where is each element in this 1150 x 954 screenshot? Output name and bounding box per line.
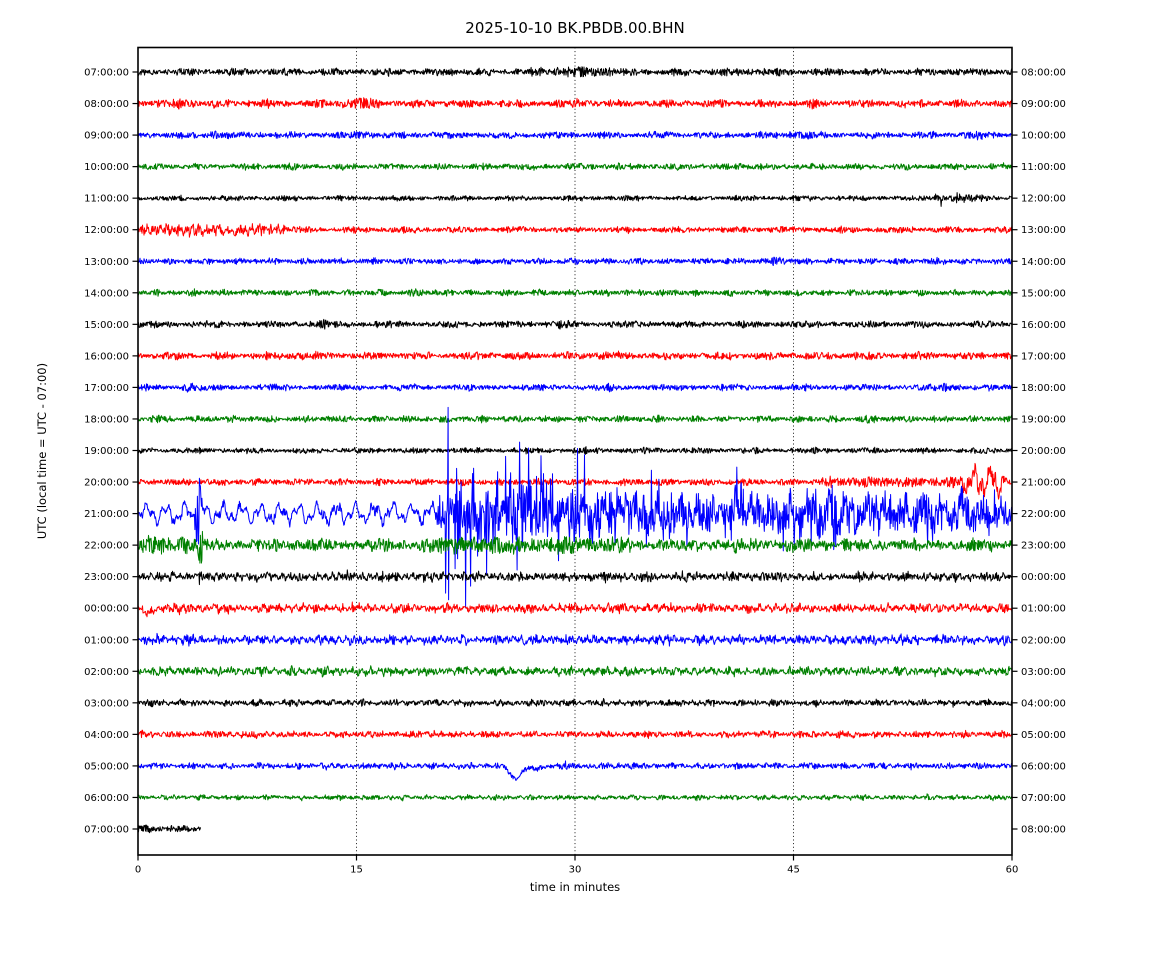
local-tick-label: 08:00:00 [1021,68,1066,79]
utc-tick-label: 21:00:00 [84,509,129,520]
utc-tick-label: 02:00:00 [84,667,129,678]
utc-tick-label: 17:00:00 [84,383,129,394]
local-tick-label: 11:00:00 [1021,162,1066,173]
local-tick-label: 15:00:00 [1021,288,1066,299]
utc-tick-label: 07:00:00 [84,825,129,836]
utc-tick-label: 09:00:00 [84,131,129,142]
local-tick-label: 03:00:00 [1021,667,1066,678]
local-tick-label: 22:00:00 [1021,509,1066,520]
utc-tick-label: 18:00:00 [84,414,129,425]
local-tick-label: 17:00:00 [1021,351,1066,362]
utc-tick-label: 08:00:00 [84,99,129,110]
trace-row-15:00:00 [138,318,1012,330]
local-tick-label: 19:00:00 [1021,414,1066,425]
trace-row-19:00:00 [138,446,1012,455]
local-tick-label: 04:00:00 [1021,698,1066,709]
plot-frame [137,46,1013,856]
x-tick-label: 60 [1006,865,1019,876]
utc-tick-label: 23:00:00 [84,572,129,583]
utc-tick-label: 05:00:00 [84,761,129,772]
trace-row-13:00:00 [138,256,1012,266]
utc-tick-label: 13:00:00 [84,257,129,268]
local-tick-label: 06:00:00 [1021,761,1066,772]
utc-tick-label: 12:00:00 [84,225,129,236]
utc-tick-label: 19:00:00 [84,446,129,457]
utc-tick-label: 14:00:00 [84,288,129,299]
local-tick-label: 12:00:00 [1021,194,1066,205]
trace-row-07:00:00 [138,824,202,834]
trace-row-17:00:00 [138,382,1012,393]
x-tick-label: 0 [135,865,141,876]
local-tick-label: 10:00:00 [1021,131,1066,142]
local-tick-label: 02:00:00 [1021,635,1066,646]
local-tick-label: 09:00:00 [1021,99,1066,110]
utc-tick-label: 00:00:00 [84,604,129,615]
local-tick-label: 14:00:00 [1021,257,1066,268]
trace-row-00:00:00 [138,601,1012,618]
utc-tick-label: 11:00:00 [84,194,129,205]
x-axis-label: time in minutes [530,880,620,894]
trace-row-11:00:00 [138,192,1012,207]
local-tick-label: 20:00:00 [1021,446,1066,457]
trace-row-02:00:00 [138,665,1012,678]
x-tick-label: 15 [350,865,363,876]
trace-layer [138,66,1012,834]
trace-row-06:00:00 [138,793,1012,802]
trace-row-01:00:00 [138,632,1012,647]
trace-row-07:00:00 [138,66,1012,78]
local-tick-label: 13:00:00 [1021,225,1066,236]
trace-row-22:00:00 [138,530,1012,564]
x-tick-label: 30 [569,865,582,876]
utc-tick-label: 22:00:00 [84,541,129,552]
trace-row-03:00:00 [138,698,1012,708]
trace-row-21:00:00 [138,406,1012,609]
trace-row-18:00:00 [138,414,1012,424]
y-axis-label: UTC (local time = UTC - 07:00) [35,363,49,539]
utc-tick-label: 16:00:00 [84,351,129,362]
trace-row-10:00:00 [138,162,1012,171]
trace-row-04:00:00 [138,729,1012,740]
utc-tick-label: 07:00:00 [84,68,129,79]
local-tick-label: 18:00:00 [1021,383,1066,394]
local-tick-label: 07:00:00 [1021,793,1066,804]
trace-row-20:00:00 [138,462,1012,500]
utc-tick-label: 06:00:00 [84,793,129,804]
utc-tick-label: 10:00:00 [84,162,129,173]
local-tick-label: 01:00:00 [1021,604,1066,615]
local-tick-label: 05:00:00 [1021,730,1066,741]
utc-tick-label: 04:00:00 [84,730,129,741]
trace-row-14:00:00 [138,288,1012,297]
local-tick-label: 21:00:00 [1021,478,1066,489]
trace-row-09:00:00 [138,130,1012,141]
x-tick-label: 45 [787,865,800,876]
trace-row-23:00:00 [138,569,1012,586]
local-tick-label: 23:00:00 [1021,541,1066,552]
local-tick-label: 16:00:00 [1021,320,1066,331]
utc-tick-label: 03:00:00 [84,698,129,709]
trace-row-12:00:00 [138,223,1012,238]
utc-tick-label: 01:00:00 [84,635,129,646]
utc-tick-label: 15:00:00 [84,320,129,331]
trace-row-05:00:00 [138,760,1012,781]
utc-tick-label: 20:00:00 [84,478,129,489]
local-tick-label: 08:00:00 [1021,825,1066,836]
local-tick-label: 00:00:00 [1021,572,1066,583]
trace-row-08:00:00 [138,97,1012,110]
axes: 0 15 30 45 60 07:00:00 08:00:00 08:00:00 09:00:0… [84,68,1066,876]
chart-title: 2025-10-10 BK.PBDB.00.BHN [465,19,684,37]
trace-row-16:00:00 [138,350,1012,361]
